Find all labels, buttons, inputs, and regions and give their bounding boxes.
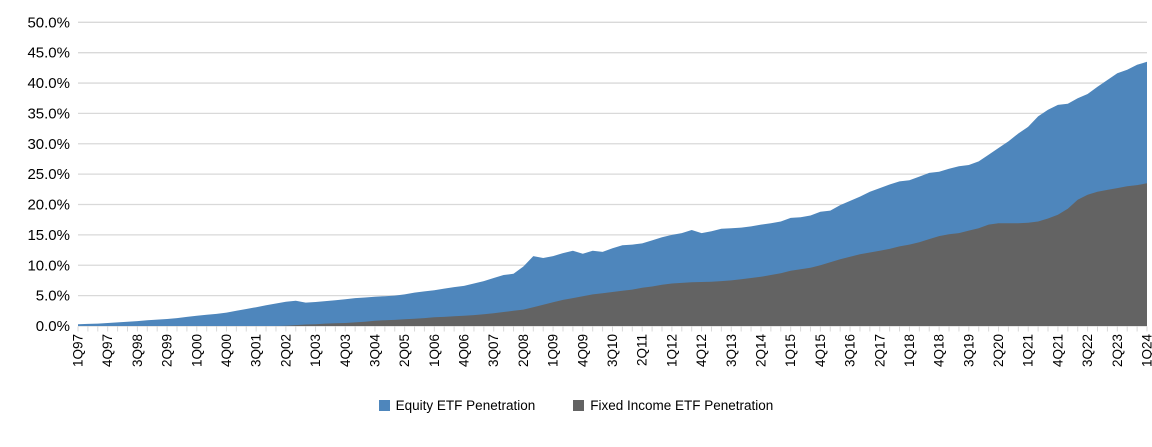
legend-label-equity: Equity ETF Penetration — [395, 398, 536, 413]
x-axis-tick-label: 3Q01 — [249, 334, 264, 367]
x-axis-tick-label: 3Q16 — [843, 334, 858, 367]
x-axis-tick-label: 4Q00 — [219, 334, 234, 367]
x-axis-tick-label: 1Q97 — [71, 334, 86, 367]
x-axis-tick-label: 1Q03 — [308, 334, 323, 367]
x-axis-tick-label: 2Q17 — [872, 334, 887, 367]
y-axis-tick-label: 30.0% — [27, 136, 70, 153]
x-axis-tick-label: 1Q12 — [664, 334, 679, 367]
y-axis-tick-label: 50.0% — [27, 14, 70, 31]
x-axis-tick-label: 3Q10 — [605, 334, 620, 367]
chart-plot-area: 0.0% 5.0% 10.0% 15.0% 20.0% 25.0% 30.0% 35.0% 40… — [27, 14, 1152, 368]
x-axis-tick-label: 2Q05 — [397, 334, 412, 367]
fixed-income-swatch-icon — [573, 400, 585, 411]
y-axis-tick-label: 25.0% — [27, 166, 70, 183]
x-axis-tick-label: 1Q00 — [189, 334, 204, 367]
x-axis-tick-label: 3Q13 — [724, 334, 739, 367]
x-axis-tick-label: 2Q11 — [635, 334, 650, 366]
fixed-income-area-series — [78, 183, 1147, 326]
x-axis-tick-label: 3Q22 — [1080, 334, 1095, 367]
x-axis-tick-label: 3Q04 — [367, 334, 382, 368]
x-axis-tick-label: 1Q18 — [902, 334, 917, 367]
x-axis-tick-label: 2Q02 — [278, 334, 293, 367]
legend-item-fixed-income: Fixed Income ETF Penetration — [573, 398, 773, 413]
x-axis-tick-label: 4Q15 — [813, 334, 828, 367]
x-axis-tick-label: 4Q06 — [457, 334, 472, 367]
x-axis-tick-label: 2Q23 — [1110, 334, 1125, 367]
y-axis-tick-label: 45.0% — [27, 45, 70, 62]
x-axis-tick-label: 1Q21 — [1021, 334, 1036, 367]
y-axis-tick-label: 35.0% — [27, 105, 70, 122]
x-axis-tick-label: 2Q14 — [753, 334, 768, 368]
x-axis-tick-label: 4Q09 — [575, 334, 590, 367]
legend-label-fixed-income: Fixed Income ETF Penetration — [590, 398, 774, 413]
legend-item-equity: Equity ETF Penetration — [378, 398, 536, 413]
x-axis-tick-label: 4Q97 — [100, 334, 115, 367]
equity-swatch-icon — [378, 400, 390, 411]
chart-legend: Equity ETF Penetration Fixed Income ETF … — [0, 398, 1152, 413]
x-axis-tick-label: 3Q07 — [486, 334, 501, 367]
x-axis-tick-label: 2Q20 — [991, 334, 1006, 367]
x-axis-tick-label: 3Q98 — [130, 334, 145, 367]
y-axis-tick-label: 15.0% — [27, 227, 70, 244]
x-axis-tick-label: 1Q24 — [1140, 334, 1152, 368]
y-axis-tick-label: 10.0% — [27, 257, 70, 274]
x-axis-tick-label: 4Q12 — [694, 334, 709, 367]
x-axis-tick-label: 1Q15 — [783, 334, 798, 367]
x-axis-tick-label: 4Q18 — [932, 334, 947, 367]
x-axis-tick-label: 2Q99 — [160, 334, 175, 367]
y-axis-tick-label: 0.0% — [36, 318, 70, 335]
x-axis-tick-label: 3Q19 — [961, 334, 976, 367]
y-axis-tick-label: 20.0% — [27, 197, 70, 214]
x-axis-tick-label: 4Q03 — [338, 334, 353, 367]
x-axis-tick-label: 1Q09 — [546, 334, 561, 367]
x-axis-tick-label: 4Q21 — [1050, 334, 1065, 367]
y-axis-tick-label: 40.0% — [27, 75, 70, 92]
x-axis-tick-label: 2Q08 — [516, 334, 531, 367]
x-axis-tick-label: 1Q06 — [427, 334, 442, 367]
y-axis-tick-label: 5.0% — [36, 288, 70, 305]
